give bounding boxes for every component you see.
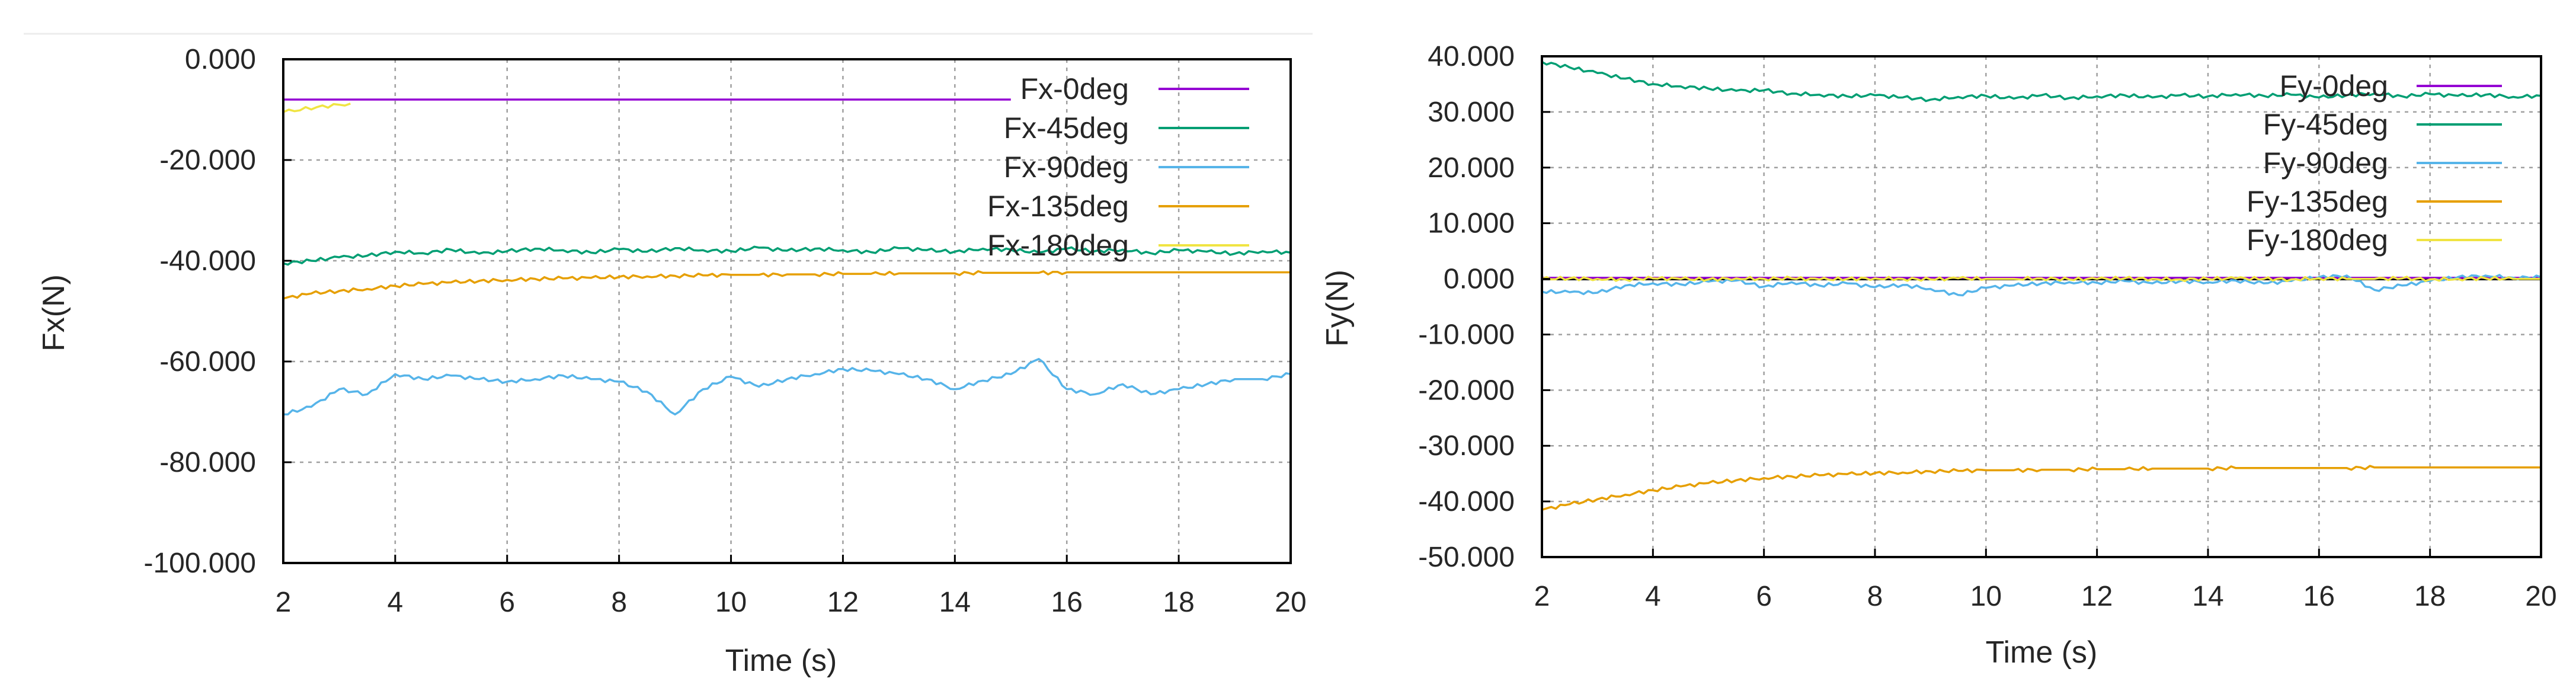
fx-x-tick-label: 18 <box>1163 587 1194 618</box>
fy-plot-area <box>1542 56 2541 557</box>
fy-x-tick-label: 14 <box>2192 581 2223 612</box>
fy-y-tick-label: -10.000 <box>1418 319 1515 350</box>
fy-x-tick-label: 18 <box>2414 581 2446 612</box>
fx-x-tick-label: 2 <box>276 587 292 618</box>
fx-x-tick-label: 8 <box>611 587 627 618</box>
fy-y-tick-label: -20.000 <box>1418 375 1515 406</box>
fy-legend-label: Fy-0deg <box>2280 69 2388 103</box>
fy-x-tick-label: 16 <box>2303 581 2335 612</box>
fy-x-tick-label: 20 <box>2525 581 2556 612</box>
fy-series-fy-45deg <box>1541 60 2542 103</box>
fx-x-tick-label: 20 <box>1275 587 1306 618</box>
fx-series <box>283 98 1291 416</box>
fy-y-axis-label: Fy(N) <box>1320 270 1355 347</box>
fx-series-fx-90deg <box>283 358 1291 416</box>
fx-series-fx-45deg <box>283 245 1291 266</box>
fx-legend-label: Fx-0deg <box>1020 72 1129 105</box>
fy-x-tick-label: 10 <box>1970 581 2002 612</box>
fy-series-fy-90deg <box>1541 274 2542 297</box>
fy-y-tick-label: 20.000 <box>1428 152 1515 184</box>
fy-x-axis-label: Time (s) <box>1986 635 2098 670</box>
fy-x-ticks: 2 4 6 8 10 12 14 16 18 20 <box>1534 549 2557 612</box>
fx-legend: Fx-0deg Fx-45deg Fx-90deg Fx-135deg Fx-180de… <box>987 72 1249 262</box>
fx-x-tick-label: 10 <box>715 587 747 618</box>
fy-legend: Fy-0deg Fy-45deg Fy-90deg Fy-135deg Fy-180de… <box>2247 69 2502 257</box>
fy-legend-label: Fy-135deg <box>2247 185 2388 218</box>
fy-y-tick-label: 10.000 <box>1428 208 1515 239</box>
fy-y-tick-label: 40.000 <box>1428 41 1515 72</box>
fy-plot-frame <box>1541 55 2542 558</box>
fx-x-tick-label: 14 <box>939 587 971 618</box>
fy-y-ticks: 40.000 30.000 20.000 10.000 0.000 -10.000 -20.… <box>1418 41 1550 573</box>
fx-x-axis-label: Time (s) <box>725 644 837 678</box>
fx-x-tick-label: 6 <box>499 587 515 618</box>
fx-y-tick-label: 0.000 <box>185 44 256 75</box>
fy-x-tick-label: 4 <box>1645 581 1661 612</box>
fx-y-tick-label: -80.000 <box>159 447 256 478</box>
fy-legend-label: Fy-180deg <box>2247 223 2388 257</box>
fx-x-tick-label: 4 <box>388 587 404 618</box>
fx-chart: 0.000 -20.000 -40.000 -60.000 -80.000 -100.00… <box>37 44 1307 678</box>
fy-y-tick-label: -40.000 <box>1418 486 1515 517</box>
fy-series-fy-180deg <box>1541 276 2541 283</box>
fx-x-ticks: 2 4 6 8 10 12 14 16 18 20 <box>276 555 1307 618</box>
fx-grid <box>283 59 1291 563</box>
fx-plot-area <box>283 59 1291 563</box>
fx-y-tick-label: -40.000 <box>159 245 256 277</box>
fx-legend-label: Fx-90deg <box>1004 151 1129 184</box>
fy-series <box>1541 60 2542 511</box>
fx-x-tick-label: 12 <box>827 587 859 618</box>
fx-y-tick-label: -100.000 <box>144 548 257 579</box>
fx-legend-label: Fx-180deg <box>987 229 1129 262</box>
fx-y-tick-label: -20.000 <box>159 145 256 176</box>
fy-y-tick-label: -50.000 <box>1418 542 1515 573</box>
fx-y-ticks: 0.000 -20.000 -40.000 -60.000 -80.000 -100.00… <box>144 44 292 579</box>
fy-y-tick-label: 0.000 <box>1444 264 1515 295</box>
fy-legend-label: Fy-45deg <box>2263 108 2388 141</box>
fy-y-tick-label: 30.000 <box>1428 97 1515 128</box>
fy-series-fy-135deg <box>1541 465 2541 511</box>
fx-x-tick-label: 16 <box>1051 587 1083 618</box>
fx-y-axis-label: Fx(N) <box>37 274 71 351</box>
fx-series-fx-180deg <box>283 103 351 113</box>
fy-x-tick-label: 6 <box>1756 581 1772 612</box>
fx-legend-label: Fx-45deg <box>1004 111 1129 145</box>
fx-y-tick-label: -60.000 <box>159 346 256 378</box>
fy-chart: 40.000 30.000 20.000 10.000 0.000 -10.000 -20.… <box>1320 41 2557 670</box>
fy-x-tick-label: 12 <box>2081 581 2113 612</box>
fy-x-tick-label: 2 <box>1534 581 1550 612</box>
fx-plot-frame <box>282 58 1292 564</box>
fy-legend-label: Fy-90deg <box>2263 146 2388 180</box>
fx-legend-label: Fx-135deg <box>987 190 1129 223</box>
fy-x-tick-label: 8 <box>1867 581 1883 612</box>
fx-series-fx-135deg <box>283 270 1291 300</box>
fy-y-tick-label: -30.000 <box>1418 430 1515 462</box>
